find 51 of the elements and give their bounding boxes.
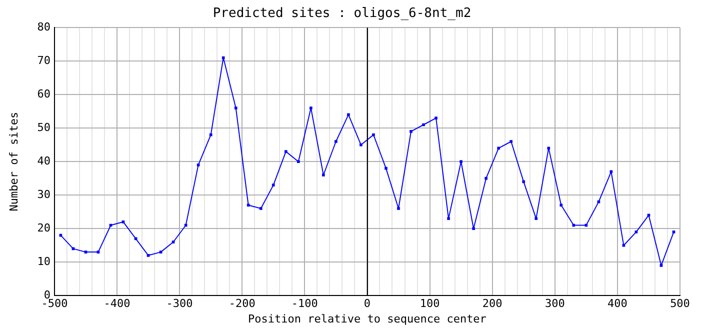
point (96, 250, 100, 254)
point (522, 180, 526, 184)
point (484, 176, 488, 180)
chart-title: Predicted sites : oligos_6-8nt_m2 (212, 6, 472, 22)
point (422, 123, 425, 126)
point (634, 230, 638, 234)
point (610, 170, 613, 174)
point (547, 146, 550, 150)
point (372, 133, 375, 136)
point (234, 106, 238, 110)
point (384, 166, 388, 170)
y-tick-label: 30 (37, 188, 50, 201)
point (84, 250, 88, 254)
x-tick-label: 400 (608, 297, 628, 310)
y-tick-label: 20 (37, 221, 50, 234)
point (672, 230, 676, 234)
point (572, 224, 576, 227)
x-axis-title: Position relative to sequence center (248, 312, 487, 326)
x-tick-label: -100 (291, 297, 318, 310)
y-tick-label: 10 (37, 254, 50, 268)
point (259, 207, 262, 210)
point (122, 220, 125, 224)
point (246, 204, 250, 207)
point (560, 204, 563, 207)
x-tick-label: 300 (544, 297, 565, 310)
point (146, 254, 150, 257)
point (196, 164, 200, 166)
x-tick-label: -300 (166, 297, 193, 310)
point (622, 244, 626, 247)
y-tick-label: 40 (37, 154, 50, 168)
point (134, 237, 138, 240)
y-tick-label: 70 (37, 54, 50, 67)
point (660, 264, 663, 267)
x-tick-label: 200 (482, 297, 502, 310)
point (159, 250, 162, 254)
point (534, 217, 538, 220)
x-tick-label: 500 (670, 297, 690, 310)
y-axis-title: Number of sites (7, 112, 20, 212)
x-tick-label: 100 (420, 297, 440, 310)
point (222, 56, 225, 60)
point (360, 143, 362, 146)
point (272, 184, 275, 186)
point (347, 113, 350, 116)
point (497, 146, 500, 150)
x-tick-label: -400 (104, 297, 130, 310)
point (172, 240, 175, 244)
y-tick-label: 60 (37, 87, 50, 100)
x-tick-label: -200 (228, 297, 256, 310)
x-tick-label: 0 (364, 297, 371, 310)
y-tick-label: 50 (37, 120, 50, 134)
y-tick-label: 80 (37, 20, 50, 34)
